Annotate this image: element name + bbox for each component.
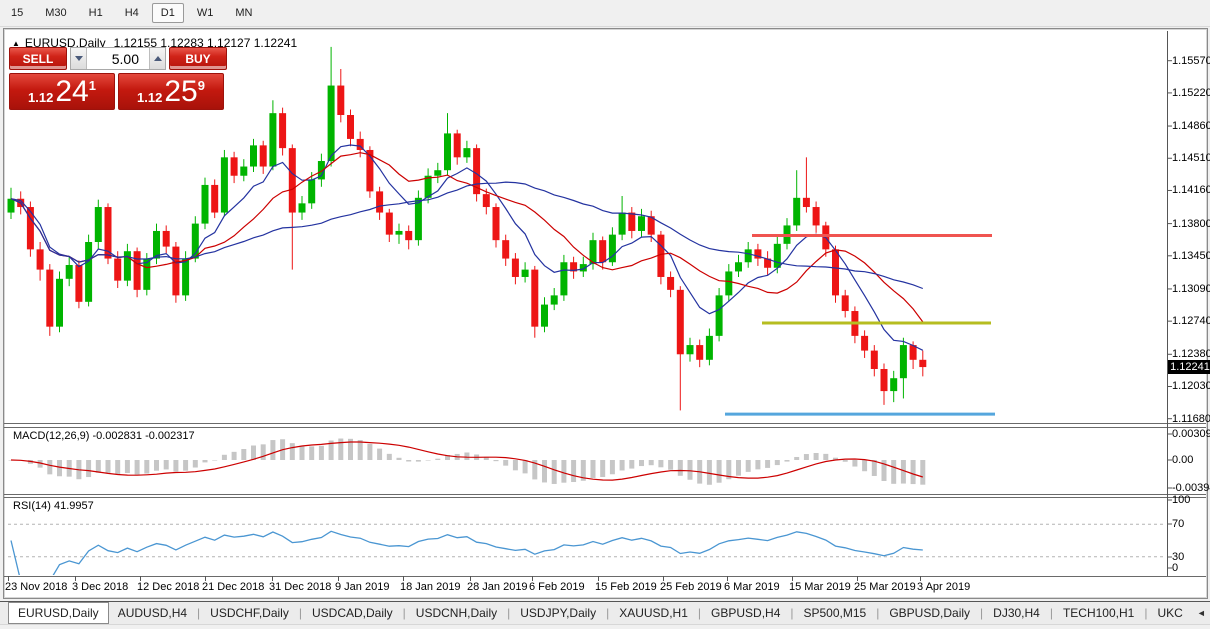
tab-separator: | — [402, 606, 406, 620]
date-axis-label: 15 Mar 2019 — [789, 581, 851, 593]
chart-tab-usdchf-daily[interactable]: USDCHF,Daily — [210, 606, 289, 620]
sell-price-button[interactable]: 1.12 24 1 — [9, 73, 115, 110]
price-axis-label: 1.14860 — [1172, 120, 1210, 133]
sell-price-pipette: 1 — [88, 78, 96, 93]
timeframe-w1[interactable]: W1 — [196, 7, 214, 19]
sell-button[interactable]: SELL — [9, 47, 67, 70]
price-axis-label: 1.13090 — [1172, 282, 1210, 295]
macd-axis-label: 0.00 — [1172, 454, 1194, 466]
date-axis-label: 6 Feb 2019 — [529, 581, 585, 593]
price-axis-label: 1.12380 — [1172, 348, 1210, 361]
buy-price-figure: 1.12 — [137, 90, 163, 105]
timeframe-d1[interactable]: D1 — [151, 3, 184, 23]
date-axis-label: 25 Mar 2019 — [854, 581, 916, 593]
buy-price-pips: 25 — [164, 75, 198, 108]
status-strip — [0, 624, 1210, 629]
date-axis-label: 15 Feb 2019 — [595, 581, 657, 593]
macd-axis-label: -0.003947 — [1172, 482, 1210, 494]
chart-tab-ukc[interactable]: UKC — [1157, 606, 1183, 620]
rsi-axis-label: 100 — [1172, 494, 1191, 506]
date-axis-label: 12 Dec 2018 — [137, 581, 200, 593]
rsi-pane[interactable] — [6, 498, 1167, 575]
date-axis-label: 6 Mar 2019 — [724, 581, 780, 593]
volume-spinbox: 5.00 — [70, 47, 166, 70]
date-axis-label: 21 Dec 2018 — [202, 581, 265, 593]
macd-axis-label: 0.003095 — [1172, 428, 1210, 440]
price-axis-label: 1.12030 — [1172, 380, 1210, 393]
timeframe-h4[interactable]: H4 — [124, 7, 139, 19]
tab-separator: | — [980, 606, 984, 620]
price-axis-label: 1.12740 — [1172, 315, 1210, 328]
chart-tab-usdjpy-daily[interactable]: USDJPY,Daily — [520, 606, 597, 620]
rsi-axis-label: 70 — [1172, 518, 1185, 530]
tab-separator: | — [697, 606, 702, 620]
buy-price-button[interactable]: 1.12 25 9 — [118, 73, 224, 110]
volume-increase-button[interactable] — [149, 48, 165, 69]
timeframe-mn[interactable]: MN — [235, 7, 253, 19]
sell-price-figure: 1.12 — [28, 90, 54, 105]
buy-button[interactable]: BUY — [169, 47, 227, 70]
date-axis-label: 31 Dec 2018 — [269, 581, 332, 593]
tab-separator: | — [876, 606, 880, 620]
chart-tab-bar: EURUSD,Daily AUDUSD,H4 | USDCHF,Daily | USDCA… — [0, 601, 1210, 624]
chart-tab-dj30-h4[interactable]: DJ30,H4 — [993, 606, 1040, 620]
volume-decrease-button[interactable] — [71, 48, 87, 69]
one-click-trading-panel: SELL 5.00 BUY 1.12 24 1 1.12 25 9 — [9, 47, 227, 110]
tab-separator: | — [790, 606, 794, 620]
chart-tab-xauusd-h1[interactable]: XAUUSD,H1 — [619, 606, 688, 620]
chart-symbol-label: EURUSD,Daily — [24, 36, 106, 50]
date-axis-label: 25 Feb 2019 — [660, 581, 722, 593]
volume-input[interactable]: 5.00 — [111, 50, 139, 67]
tab-scroll-left-icon[interactable]: ◄ — [1196, 608, 1206, 618]
chart-tab-gbpusd-h4[interactable]: GBPUSD,H4 — [711, 606, 781, 620]
date-axis-label: 28 Jan 2019 — [467, 581, 528, 593]
collapse-arrow-icon[interactable]: ▲ — [12, 39, 20, 48]
chart-tab-tech100-h1[interactable]: TECH100,H1 — [1062, 606, 1135, 620]
triangle-up-icon — [153, 56, 162, 61]
tab-separator: | — [298, 606, 302, 620]
current-price-tag: 1.12241 — [1168, 360, 1210, 375]
chart-tab-gbpusd-daily[interactable]: GBPUSD,Daily — [889, 606, 971, 620]
chart-tab-sp500-m15[interactable]: SP500,M15 — [803, 606, 867, 620]
chart-tab-usdcnh-daily[interactable]: USDCNH,Daily — [415, 606, 498, 620]
date-axis-label: 18 Jan 2019 — [400, 581, 461, 593]
chart-tab-usdcad-daily[interactable]: USDCAD,Daily — [311, 606, 393, 620]
rsi-indicator-label: RSI(14) 41.9957 — [13, 500, 94, 512]
rsi-axis-label: 30 — [1172, 551, 1185, 563]
chart-title: ▲ EURUSD,Daily 1.12155 1.12283 1.12127 1.1… — [12, 36, 297, 50]
date-axis-label: 3 Apr 2019 — [917, 581, 971, 593]
price-axis-label: 1.11680 — [1172, 412, 1210, 425]
chart-ohlc-values: 1.12155 1.12283 1.12127 1.12241 — [113, 36, 298, 50]
sell-price-pips: 24 — [55, 75, 89, 108]
tab-separator: | — [1144, 606, 1148, 620]
price-axis-label: 1.15220 — [1172, 86, 1210, 99]
timeframe-h1[interactable]: H1 — [88, 7, 103, 19]
tab-separator: | — [1049, 606, 1053, 620]
tab-separator: | — [606, 606, 610, 620]
buy-price-pipette: 9 — [197, 78, 205, 93]
timeframe-15[interactable]: 15 — [11, 7, 24, 19]
macd-indicator-label: MACD(12,26,9) -0.002831 -0.002317 — [13, 430, 195, 442]
tab-separator: | — [197, 606, 201, 620]
date-axis-label: 3 Dec 2018 — [72, 581, 129, 593]
price-axis-label: 1.14160 — [1172, 184, 1210, 197]
rsi-axis-label: 0 — [1172, 562, 1179, 574]
chart-tab-audusd-h4[interactable]: AUDUSD,H4 — [117, 606, 188, 620]
date-axis-label: 23 Nov 2018 — [5, 581, 68, 593]
timeframe-m30[interactable]: M30 — [45, 7, 67, 19]
date-axis-label: 9 Jan 2019 — [335, 581, 390, 593]
price-axis-label: 1.15570 — [1172, 54, 1210, 67]
timeframe-toolbar: 15 M30 H1 H4 D1 W1 MN — [0, 0, 1210, 27]
price-axis-label: 1.13450 — [1172, 249, 1210, 262]
price-axis-label: 1.13800 — [1172, 217, 1210, 230]
tab-separator: | — [507, 606, 511, 620]
chart-tab-eurusd-daily[interactable]: EURUSD,Daily — [8, 602, 109, 624]
triangle-down-icon — [74, 56, 83, 61]
price-axis-label: 1.14510 — [1172, 152, 1210, 165]
